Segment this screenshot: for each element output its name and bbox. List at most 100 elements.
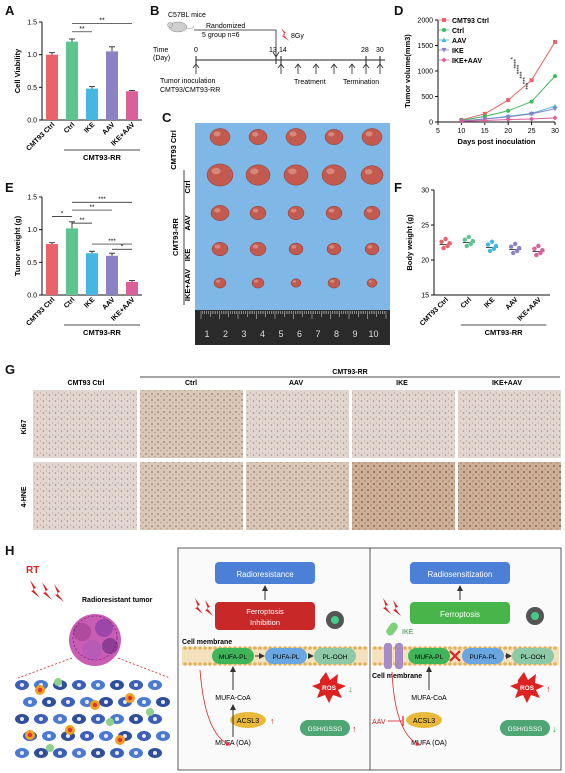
lipid-head <box>253 646 257 650</box>
tumor-highlight <box>328 208 335 213</box>
lipid-head <box>208 662 212 666</box>
down-arrow-icon: ↓ <box>552 724 557 734</box>
tumor-highlight <box>252 208 259 213</box>
cell-nucleus <box>39 751 43 755</box>
group-label: CMT93-RR <box>83 153 122 162</box>
lipid-head <box>453 662 457 666</box>
row-label-aav: AAV <box>183 215 192 230</box>
lipid-head <box>358 662 362 666</box>
ihc-image <box>33 390 137 458</box>
y-axis-title: Cell Viability <box>13 48 22 93</box>
col-label-ike-aav: IKE+AAV <box>492 380 522 387</box>
x-tick-label: 25 <box>528 128 536 135</box>
tumor-highlight <box>288 168 297 175</box>
pufa-pl-label-left: PUFA-PL <box>272 654 299 661</box>
cell-nucleus <box>85 700 89 704</box>
y-tick-label: 1.0 <box>27 227 37 234</box>
x-tick-label: IKE <box>483 296 496 309</box>
mufa-pl-pill-left <box>212 648 254 664</box>
tumor-highlight <box>329 245 335 249</box>
chart-f: 15 20 25 30 Body weight (g) CMT93 Ctrl Ctrl IKE… <box>405 188 550 337</box>
group-label-g: CMT93-RR <box>332 369 367 376</box>
pufa-pl-pill-left <box>265 648 307 664</box>
ruler-number: 3 <box>241 329 246 339</box>
sig-label: *** <box>523 77 529 85</box>
tumor-highlight <box>252 132 259 137</box>
x-tick-label: AAV <box>505 296 520 311</box>
cell-membrane-label-right: Cell membrane <box>372 673 422 680</box>
randomized-label: Randomized <box>206 23 245 30</box>
lipid-head <box>373 662 377 666</box>
tumor-highlight <box>216 279 221 283</box>
bar <box>66 228 78 295</box>
ruler-number: 8 <box>334 329 339 339</box>
lipid-head <box>213 646 217 650</box>
panel-label-g: G <box>5 362 16 377</box>
cell-nucleus <box>115 717 119 721</box>
cell-nucleus <box>161 700 165 704</box>
chart-d: 0 500 1000 1500 2000 5 10 15 20 25 30 Days post ino… <box>403 18 559 147</box>
lipid-head <box>408 662 412 666</box>
lipid-head <box>313 662 317 666</box>
y-tick-label: 1.0 <box>27 52 37 59</box>
tumor-specimen <box>206 163 234 187</box>
lipid-head <box>308 646 312 650</box>
immune-cell-core <box>127 695 133 701</box>
ike-label: IKE <box>402 629 414 636</box>
sig-label: *** <box>520 71 526 79</box>
tumor-specimen <box>290 278 302 288</box>
legend-label: AAV <box>452 38 467 45</box>
tumor-specimen <box>321 164 347 186</box>
bar <box>106 51 118 120</box>
tumor-specimen <box>210 205 230 221</box>
lipid-head <box>203 646 207 650</box>
tumor-highlight <box>368 280 373 283</box>
time-label: Time <box>153 47 168 54</box>
chart-a: 0.0 0.5 1.0 1.5 Cell Viability CMT93 Ctrl Ctrl… <box>13 17 142 162</box>
cell-nucleus <box>39 717 43 721</box>
tick-14: 14 <box>279 47 287 54</box>
lipid-head <box>463 662 467 666</box>
row-label-4hne: 4-HNE <box>21 486 28 507</box>
lipid-head <box>203 662 207 666</box>
ruler-number: 6 <box>297 329 302 339</box>
lipid-head <box>188 646 192 650</box>
mufa-coa-label-right: MUFA-CoA <box>411 695 447 702</box>
lipid-head <box>188 662 192 666</box>
tumor-specimen <box>324 129 344 145</box>
mufa-oa-label-left: MUFA (OA) <box>215 740 251 747</box>
bar <box>126 91 138 120</box>
cell-nucleus <box>47 734 51 738</box>
x-tick-label: IKE <box>83 121 96 134</box>
ferroptosis-box-right <box>410 602 510 624</box>
legend-label: IKE <box>452 48 464 55</box>
cell-nucleus <box>77 717 81 721</box>
lipid-head <box>363 646 367 650</box>
data-point <box>540 248 545 253</box>
x-tick-label: Ctrl <box>460 296 474 310</box>
data-point <box>505 116 511 122</box>
cell-membrane-label-left: Cell membrane <box>182 639 232 646</box>
data-point <box>511 250 516 256</box>
pl-ooh-pill-left <box>314 648 356 664</box>
tumor-specimen <box>209 128 231 146</box>
cell-nucleus <box>20 751 24 755</box>
series-line <box>461 41 556 121</box>
treatment-label: Treatment <box>294 79 326 86</box>
panel-label-e: E <box>5 180 14 195</box>
gsh-pill-right <box>500 720 550 736</box>
lipid-head <box>303 662 307 666</box>
ihc-image <box>246 390 349 458</box>
tumor-specimen <box>211 241 229 257</box>
immune-cell-core <box>92 702 98 708</box>
groups-label: 5 group n=6 <box>202 32 240 39</box>
tumor-highlight <box>292 280 297 283</box>
tumor-specimen <box>213 277 227 289</box>
y-axis-title: Body weight (g) <box>405 214 414 271</box>
lipid-head <box>258 646 262 650</box>
dose-label: 8Gy <box>291 33 304 40</box>
sig-label: ** <box>99 17 105 24</box>
sig-label: *** <box>98 196 106 203</box>
y-tick-label: 1.5 <box>27 195 37 202</box>
x-tick-label: CMT93 Ctrl <box>25 296 56 327</box>
